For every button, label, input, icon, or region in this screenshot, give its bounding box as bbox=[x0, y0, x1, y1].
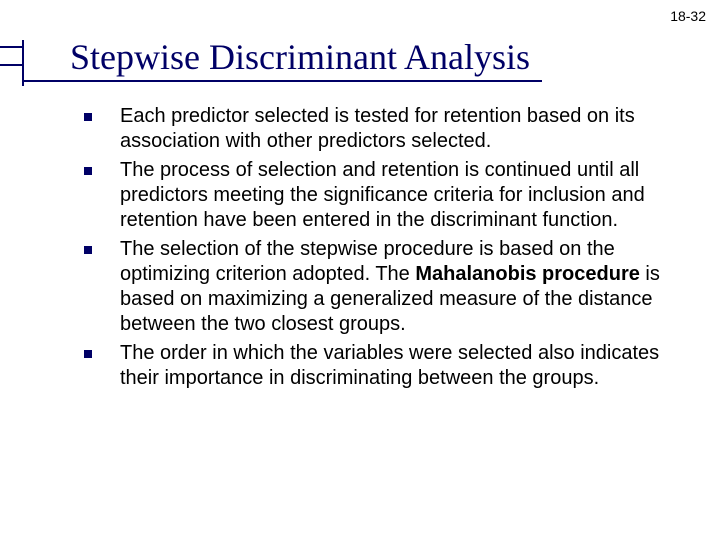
bullet-text-bold: Mahalanobis procedure bbox=[415, 263, 640, 285]
bullet-text: Each predictor selected is tested for re… bbox=[120, 105, 635, 152]
bullet-list: Each predictor selected is tested for re… bbox=[84, 104, 684, 391]
square-bullet-icon bbox=[84, 113, 92, 121]
bullet-text: The process of selection and retention i… bbox=[120, 159, 645, 231]
bullet-text: The order in which the variables were se… bbox=[120, 342, 659, 389]
title-underline bbox=[22, 80, 542, 82]
list-item: The selection of the stepwise procedure … bbox=[84, 237, 684, 337]
list-item: Each predictor selected is tested for re… bbox=[84, 104, 684, 154]
list-item: The process of selection and retention i… bbox=[84, 158, 684, 233]
body-content: Each predictor selected is tested for re… bbox=[84, 104, 684, 395]
square-bullet-icon bbox=[84, 350, 92, 358]
list-item: The order in which the variables were se… bbox=[84, 341, 684, 391]
square-bullet-icon bbox=[84, 167, 92, 175]
square-bullet-icon bbox=[84, 246, 92, 254]
slide: 18-32 Stepwise Discriminant Analysis Eac… bbox=[0, 0, 720, 540]
page-number: 18-32 bbox=[670, 8, 706, 24]
slide-title: Stepwise Discriminant Analysis bbox=[0, 36, 720, 80]
title-block: Stepwise Discriminant Analysis bbox=[0, 36, 720, 82]
